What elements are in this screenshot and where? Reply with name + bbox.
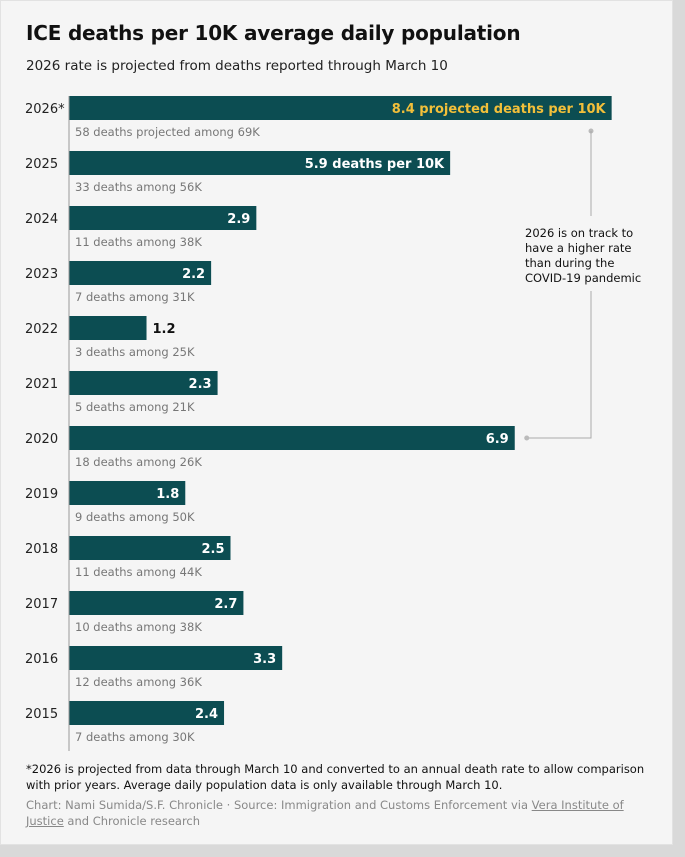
bar (69, 701, 225, 725)
bar-chart: 2026* 8.4 projected deaths per 10K 58 deat… (25, 96, 612, 751)
chart-subtitle: 2026 rate is projected from deaths repor… (26, 58, 448, 74)
year-label: 2018 (25, 542, 58, 557)
count-label: 33 deaths among 56K (75, 180, 202, 194)
source-link[interactable]: Vera Institute of Justice (26, 798, 624, 828)
bar (69, 206, 257, 230)
bar (69, 371, 218, 395)
count-label: 7 deaths among 30K (75, 730, 195, 744)
bar (69, 151, 451, 175)
year-label: 2021 (25, 377, 58, 392)
year-label: 2017 (25, 597, 58, 612)
bar (69, 481, 186, 505)
count-label: 11 deaths among 38K (75, 235, 202, 249)
bar (69, 536, 231, 560)
count-label: 9 deaths among 50K (75, 510, 195, 524)
bar (69, 426, 515, 450)
value-label: 1.8 (156, 487, 179, 502)
annotation-line (526, 131, 592, 439)
year-label: 2023 (25, 267, 58, 282)
value-label: 2.4 (195, 707, 218, 722)
year-label: 2024 (25, 212, 58, 227)
count-label: 5 deaths among 21K (75, 400, 195, 414)
count-label: 18 deaths among 26K (75, 455, 202, 469)
bar (69, 261, 212, 285)
bar (69, 316, 147, 340)
count-label: 58 deaths projected among 69K (75, 125, 260, 139)
value-label: 6.9 (486, 432, 509, 447)
footnote: *2026 is projected from data through Mar… (26, 762, 645, 792)
value-label: 1.2 (153, 322, 176, 337)
year-label: 2022 (25, 322, 58, 337)
value-label: 8.4 projected deaths per 10K (392, 102, 607, 117)
chart-annotation: 2026 is on track to have a higher rate t… (525, 226, 642, 285)
year-label: 2015 (25, 707, 58, 722)
value-label: 2.2 (182, 267, 205, 282)
year-label: 2026* (25, 102, 65, 117)
year-label: 2020 (25, 432, 58, 447)
year-label: 2025 (25, 157, 58, 172)
count-label: 10 deaths among 38K (75, 620, 202, 634)
bar (69, 591, 244, 615)
credit-prefix: Chart: Nami Sumida/S.F. Chronicle · Sour… (26, 798, 532, 812)
count-label: 3 deaths among 25K (75, 345, 195, 359)
bar (69, 646, 283, 670)
value-label: 2.7 (214, 597, 237, 612)
count-label: 11 deaths among 44K (75, 565, 202, 579)
chart-title: ICE deaths per 10K average daily populat… (26, 21, 521, 45)
value-label: 2.5 (201, 542, 224, 557)
value-label: 5.9 deaths per 10K (305, 157, 445, 172)
value-label: 2.9 (227, 212, 250, 227)
value-label: 3.3 (253, 652, 276, 667)
annotation-dot (524, 435, 530, 441)
credit-line: Chart: Nami Sumida/S.F. Chronicle · Sour… (26, 797, 656, 829)
count-label: 12 deaths among 36K (75, 675, 202, 689)
year-label: 2019 (25, 487, 58, 502)
credit-suffix: and Chronicle research (63, 814, 201, 828)
bar (69, 96, 612, 120)
chart-card: ICE deaths per 10K average daily populat… (0, 0, 673, 845)
count-label: 7 deaths among 31K (75, 290, 195, 304)
year-label: 2016 (25, 652, 58, 667)
value-label: 2.3 (189, 377, 212, 392)
